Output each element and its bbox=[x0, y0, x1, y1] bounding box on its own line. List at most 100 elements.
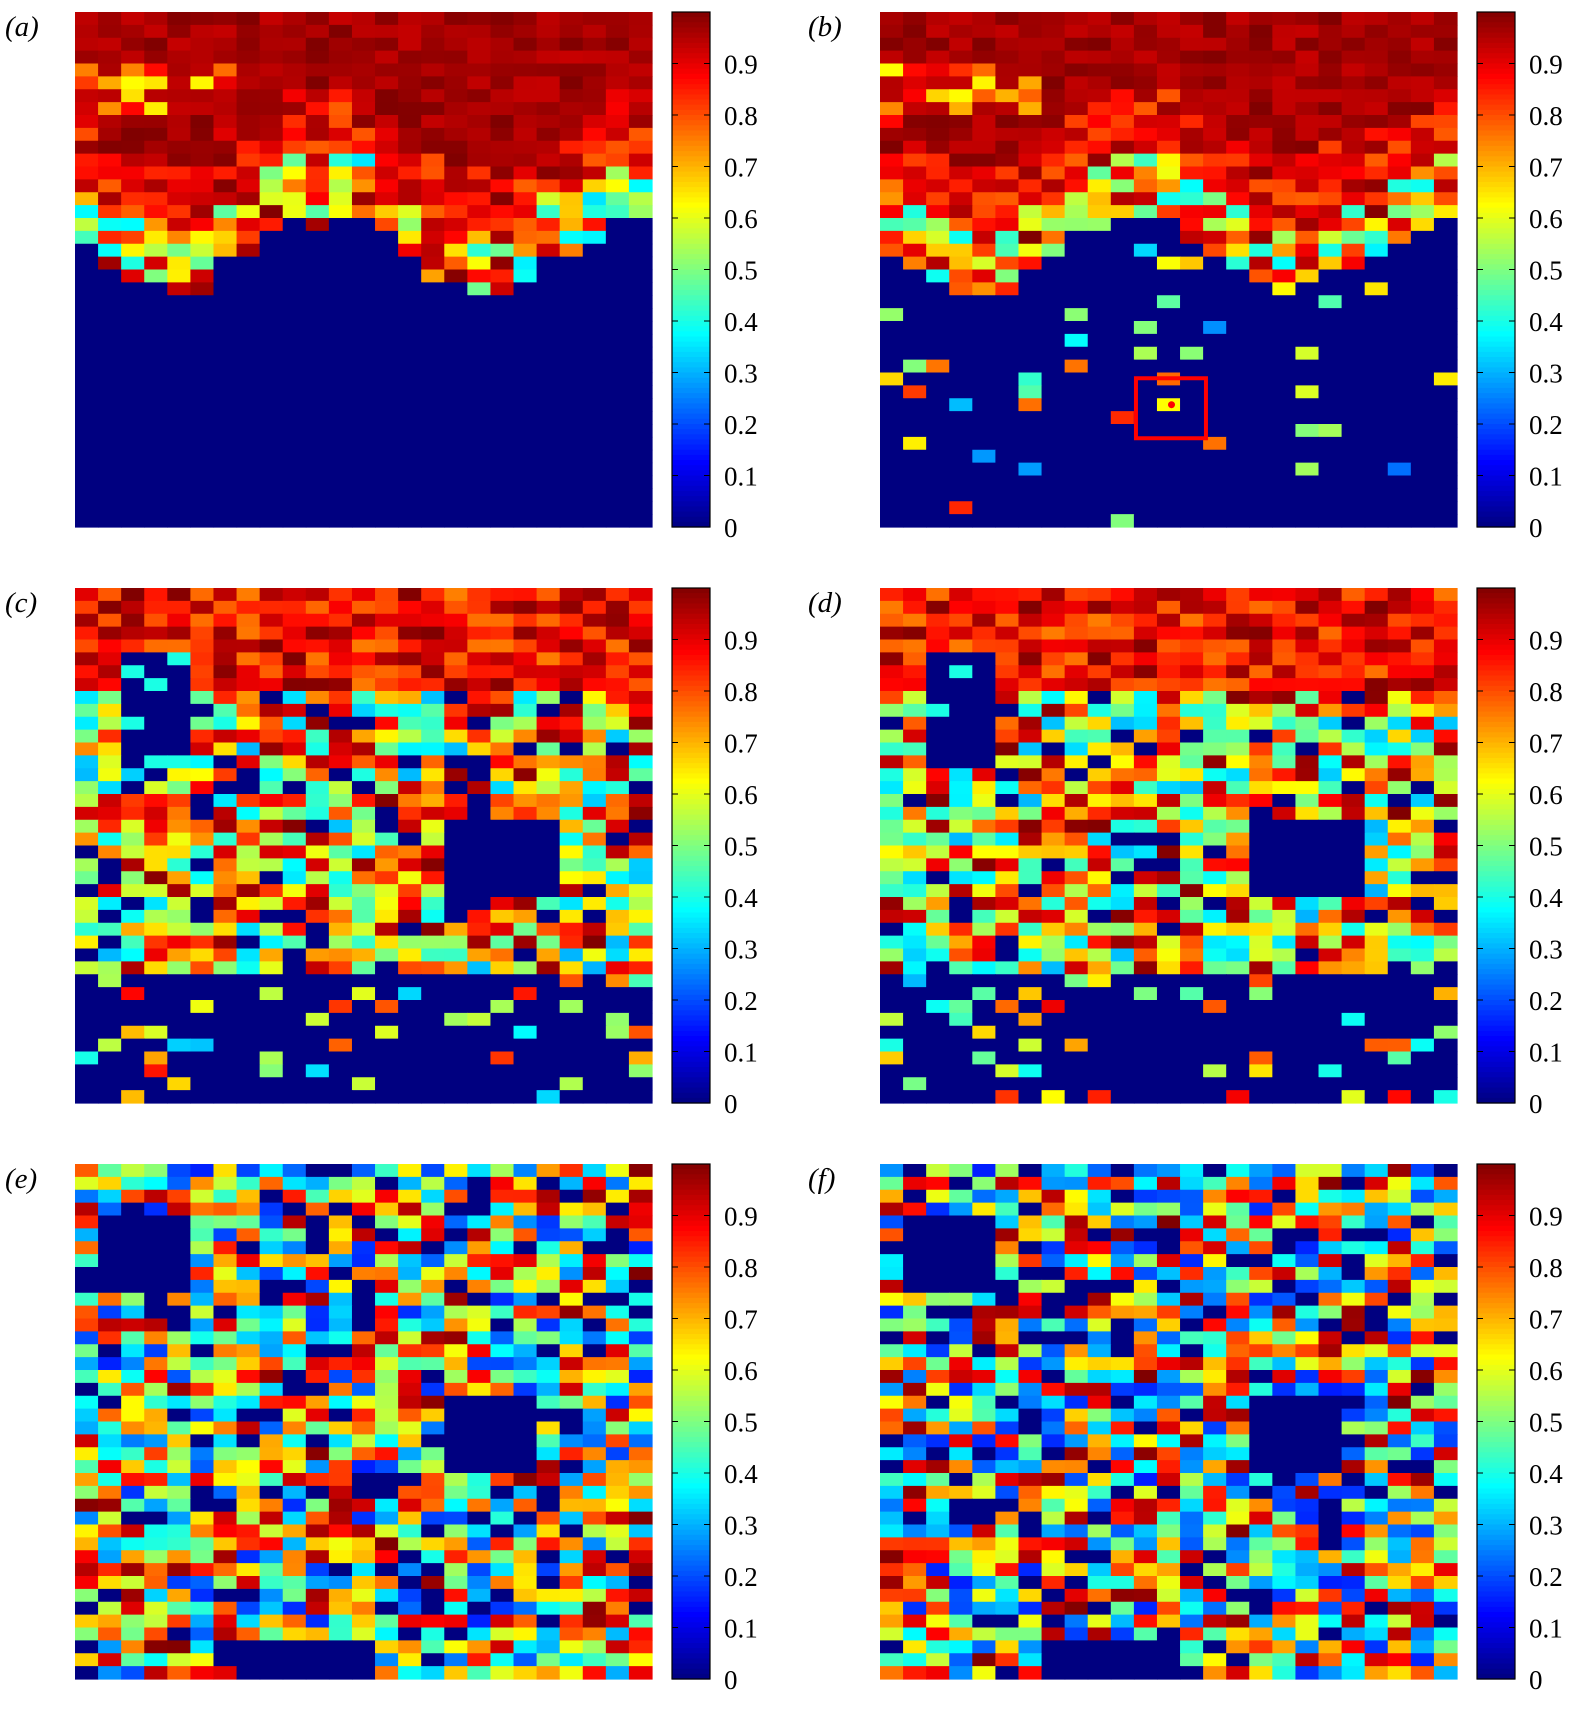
heatmap-cell bbox=[213, 858, 238, 872]
heatmap-cell bbox=[1433, 626, 1458, 641]
heatmap-cell bbox=[1110, 794, 1135, 808]
heatmap-cell bbox=[98, 12, 122, 26]
heatmap-cell bbox=[259, 897, 284, 911]
heatmap-cell bbox=[605, 333, 630, 348]
heatmap-cell bbox=[582, 424, 607, 438]
heatmap-cell bbox=[190, 678, 215, 692]
heatmap-cell bbox=[582, 346, 607, 361]
heatmap-cell bbox=[190, 76, 215, 90]
colorbar-segment bbox=[672, 1010, 710, 1017]
heatmap-cell bbox=[972, 346, 996, 361]
heatmap-cell bbox=[444, 806, 468, 821]
heatmap-cell bbox=[167, 333, 191, 348]
heatmap-cell bbox=[972, 1064, 996, 1078]
colorbar-segment bbox=[1477, 331, 1515, 338]
heatmap-cell bbox=[121, 501, 145, 515]
heatmap-cell bbox=[880, 514, 904, 528]
heatmap-cell bbox=[1087, 1038, 1112, 1053]
heatmap-cell bbox=[190, 1051, 215, 1065]
heatmap-cell bbox=[398, 295, 422, 309]
heatmap-cell bbox=[490, 501, 515, 515]
heatmap-cell bbox=[305, 1241, 330, 1255]
heatmap-cell bbox=[421, 1176, 445, 1191]
colorbar-segment bbox=[672, 233, 710, 240]
heatmap-cell bbox=[513, 50, 538, 65]
heatmap-cell bbox=[375, 449, 399, 464]
heatmap-cell bbox=[305, 768, 330, 782]
heatmap-cell bbox=[880, 346, 904, 361]
heatmap-cell bbox=[421, 205, 445, 219]
heatmap-cell bbox=[467, 398, 492, 412]
heatmap-cell bbox=[582, 1267, 607, 1281]
panel-e: (e)00.10.20.30.40.50.60.70.80.9 bbox=[5, 1163, 758, 1695]
heatmap-cell bbox=[1341, 127, 1366, 142]
colorbar-segment bbox=[1477, 444, 1515, 451]
heatmap-cell bbox=[1433, 987, 1458, 1001]
heatmap-cell bbox=[1272, 600, 1297, 615]
heatmap-cell bbox=[536, 897, 561, 911]
heatmap-cell bbox=[1318, 166, 1343, 180]
heatmap-cell bbox=[421, 385, 445, 399]
heatmap-cell bbox=[467, 1012, 492, 1027]
heatmap-cell bbox=[972, 845, 996, 859]
heatmap-cell bbox=[1203, 897, 1227, 911]
heatmap-cell bbox=[1341, 922, 1366, 937]
heatmap-cell bbox=[305, 1357, 330, 1371]
heatmap-cell bbox=[582, 398, 607, 412]
heatmap-cell bbox=[536, 871, 561, 885]
heatmap-cell bbox=[259, 24, 284, 39]
heatmap-cell bbox=[144, 755, 168, 769]
heatmap-cell bbox=[1318, 256, 1343, 271]
heatmap-cell bbox=[1087, 12, 1112, 26]
heatmap-cell bbox=[513, 665, 538, 679]
heatmap-cell bbox=[559, 819, 584, 834]
heatmap-cell bbox=[582, 626, 607, 641]
heatmap-cell bbox=[236, 1357, 261, 1371]
heatmap-cell bbox=[1410, 115, 1435, 129]
heatmap-cell bbox=[375, 63, 399, 77]
colorbar-segment bbox=[672, 212, 710, 219]
heatmap-cell bbox=[351, 166, 376, 180]
heatmap-cell bbox=[1318, 961, 1343, 975]
heatmap-cell bbox=[1064, 321, 1089, 335]
heatmap-cell bbox=[444, 230, 468, 245]
heatmap-cell bbox=[1249, 974, 1273, 988]
heatmap-cell bbox=[1087, 652, 1112, 666]
heatmap-cell bbox=[1249, 613, 1273, 628]
heatmap-cell bbox=[1087, 832, 1112, 847]
heatmap-cell bbox=[559, 205, 584, 219]
heatmap-cell bbox=[236, 639, 261, 653]
heatmap-cell bbox=[236, 935, 261, 950]
heatmap-cell bbox=[444, 192, 468, 206]
heatmap-cell bbox=[536, 256, 561, 271]
heatmap-cell bbox=[1295, 819, 1320, 834]
heatmap-cell bbox=[536, 50, 561, 65]
colorbar-segment bbox=[672, 773, 710, 780]
heatmap-cell bbox=[880, 794, 904, 808]
heatmap-cell bbox=[351, 987, 376, 1001]
heatmap-cell bbox=[98, 742, 122, 756]
heatmap-cell bbox=[1387, 1051, 1412, 1065]
heatmap-cell bbox=[559, 1051, 584, 1065]
heatmap-cell bbox=[398, 1267, 422, 1281]
colorbar-tick-label: 0.3 bbox=[1529, 935, 1563, 965]
heatmap-cell bbox=[1133, 50, 1158, 65]
heatmap-cell bbox=[1341, 755, 1366, 769]
heatmap-cell bbox=[259, 424, 284, 438]
heatmap-cell bbox=[536, 691, 561, 705]
heatmap-cell bbox=[559, 678, 584, 692]
heatmap-cell bbox=[190, 652, 215, 666]
heatmap-cell bbox=[1203, 819, 1227, 834]
heatmap-cell bbox=[559, 166, 584, 180]
heatmap-cell bbox=[213, 89, 238, 103]
heatmap-cell bbox=[328, 665, 353, 679]
heatmap-cell bbox=[328, 218, 353, 232]
heatmap-cell bbox=[305, 24, 330, 39]
heatmap-cell bbox=[903, 37, 927, 52]
heatmap-cell bbox=[213, 37, 238, 52]
heatmap-cell bbox=[926, 1012, 950, 1027]
heatmap-cell bbox=[536, 588, 561, 602]
heatmap-cell bbox=[1064, 63, 1089, 77]
heatmap-cell bbox=[282, 269, 307, 283]
heatmap-cell bbox=[305, 729, 330, 744]
